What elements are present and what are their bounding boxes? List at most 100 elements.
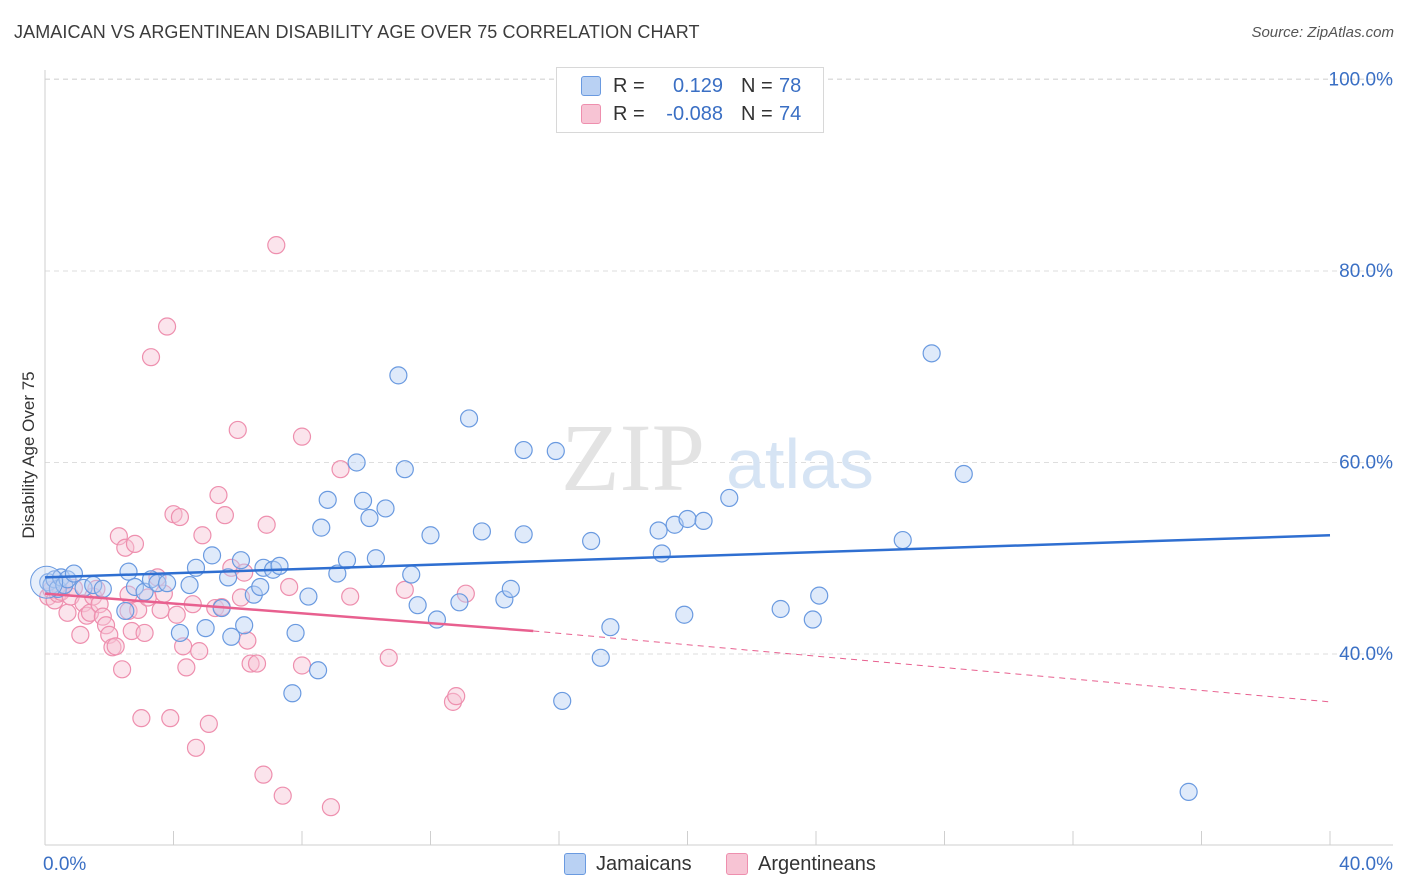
- argentineans-points: [39, 236, 475, 817]
- argentineans-point: [238, 631, 257, 650]
- argentineans-point: [190, 642, 209, 661]
- argentineans-point: [109, 527, 128, 546]
- jamaicans-point: [553, 691, 572, 711]
- argentineans-point: [292, 427, 312, 446]
- argentineans-point: [209, 485, 228, 505]
- jamaicans-point: [459, 409, 479, 428]
- argentineans-point: [132, 709, 151, 728]
- trend-lines: [44, 534, 1331, 703]
- argentineans-point: [135, 623, 154, 643]
- bottom-legend-argentineans: Argentineans: [726, 851, 876, 877]
- jamaicans-point: [219, 568, 238, 587]
- axis-labels: 40.0% 60.0% 80.0% 100.0% 0.0% 40.0% Disability…: [19, 70, 1393, 876]
- jamaicans-point: [582, 531, 601, 551]
- bottom-legend-label-argentineans: Argentineans: [758, 852, 876, 875]
- source-label: Source: ZipAtlas.com: [1251, 24, 1394, 41]
- jamaicans-point: [116, 601, 135, 621]
- jamaicans-point: [771, 599, 790, 619]
- jamaicans-point: [119, 562, 138, 581]
- jamaicans-point: [954, 464, 973, 484]
- argentineans-point: [186, 738, 206, 757]
- jamaicans-point: [501, 579, 520, 598]
- jamaicans-point: [472, 522, 491, 541]
- legend-n-value: 74: [779, 102, 802, 125]
- argentineans-trend-extension: [533, 630, 1331, 703]
- argentineans-point: [112, 660, 132, 679]
- watermark-zip: ZIP: [561, 404, 705, 511]
- argentineans-point: [193, 526, 212, 545]
- jamaicans-point: [601, 618, 620, 637]
- jamaicans-point: [694, 511, 713, 531]
- y-tick-label: 100.0%: [1329, 70, 1394, 91]
- jamaicans-point: [649, 521, 668, 540]
- argentineans-point: [199, 714, 218, 733]
- argentineans-point: [447, 687, 466, 706]
- jamaicans-point: [202, 546, 222, 565]
- legend-n-label: N =: [741, 102, 773, 125]
- jamaicans-point: [231, 551, 251, 570]
- jamaicans-point: [312, 518, 331, 537]
- jamaicans-point: [591, 648, 610, 667]
- jamaicans-point: [318, 490, 337, 509]
- argentineans-point: [77, 606, 96, 625]
- jamaicans-point: [328, 564, 347, 583]
- jamaicans-point: [546, 441, 565, 461]
- jamaicans-point: [652, 544, 671, 563]
- argentineans-point: [254, 765, 273, 784]
- jamaicans-point: [395, 460, 414, 479]
- jamaicans-point: [353, 491, 373, 510]
- jamaicans-point: [389, 366, 408, 385]
- jamaicans-point: [408, 596, 427, 615]
- argentineans-point: [157, 317, 177, 336]
- jamaicans-point: [196, 619, 215, 638]
- jamaicans-point: [235, 616, 254, 635]
- jamaicans-point: [125, 577, 145, 597]
- x-tick-label-max: 40.0%: [1339, 854, 1393, 875]
- jamaicans-point: [299, 587, 318, 606]
- bottom-legend-swatch-jamaicans: [564, 853, 586, 875]
- jamaicans-point: [376, 499, 395, 518]
- jamaicans-point: [893, 530, 912, 550]
- jamaicans-point: [222, 627, 241, 646]
- legend-swatch-jamaicans: [581, 76, 601, 96]
- argentineans-point: [116, 538, 135, 557]
- y-axis-title: Disability Age Over 75: [19, 371, 38, 538]
- chart-title: JAMAICAN VS ARGENTINEAN DISABILITY AGE O…: [14, 22, 700, 42]
- argentineans-point: [241, 654, 260, 673]
- argentineans-point: [267, 236, 286, 255]
- argentineans-point: [331, 460, 350, 479]
- legend-swatch-argentineans: [581, 104, 601, 124]
- argentineans-point: [177, 658, 196, 677]
- jamaicans-trend-line: [44, 534, 1331, 579]
- legend-r-label: R =: [613, 74, 645, 97]
- jamaicans-point: [1179, 782, 1198, 801]
- argentineans-point: [96, 616, 116, 635]
- jamaicans-point: [157, 574, 177, 593]
- legend-r-value: -0.088: [666, 102, 723, 125]
- jamaicans-point: [922, 344, 941, 363]
- jamaicans-point: [678, 509, 697, 529]
- argentineans-point: [106, 637, 125, 656]
- y-tick-label: 80.0%: [1339, 261, 1393, 282]
- jamaicans-point: [270, 556, 289, 576]
- argentineans-point: [71, 625, 90, 644]
- argentineans-point: [273, 786, 292, 805]
- argentineans-point: [170, 507, 190, 527]
- jamaicans-point: [803, 610, 822, 629]
- jamaicans-point: [347, 453, 366, 472]
- jamaicans-point: [720, 488, 739, 508]
- legend-n-label: N =: [741, 74, 773, 97]
- argentineans-point: [379, 648, 398, 667]
- jamaicans-point: [286, 623, 305, 643]
- legend-row-jamaicans: R = 0.129 N = 78: [581, 72, 801, 100]
- jamaicans-point: [450, 593, 469, 612]
- jamaicans-point: [421, 526, 440, 545]
- argentineans-point: [58, 603, 77, 622]
- jamaicans-point: [64, 564, 84, 583]
- y-tick-label: 40.0%: [1339, 644, 1393, 665]
- argentineans-point: [215, 506, 234, 525]
- watermark-atlas: atlas: [726, 425, 874, 503]
- argentineans-point: [341, 587, 360, 606]
- jamaicans-point: [514, 440, 533, 460]
- argentineans-point: [257, 515, 276, 534]
